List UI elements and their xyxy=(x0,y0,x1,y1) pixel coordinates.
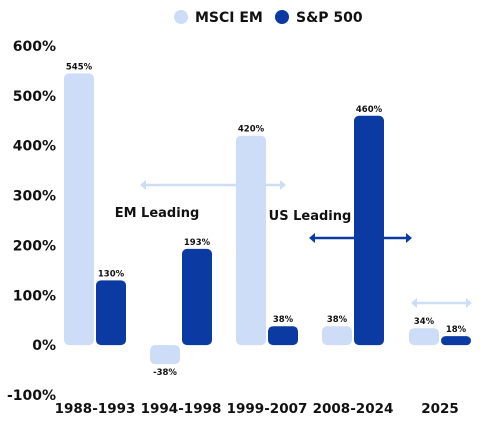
x-tick-label: 1988-1993 xyxy=(55,401,136,417)
data-label: 545% xyxy=(66,62,93,72)
bar-msci-em xyxy=(150,345,180,365)
bar-msci-em xyxy=(64,73,94,346)
value-labels: 545% -38% 420% 38% 34% 130% 193% 38% 460% 18% xyxy=(66,62,467,378)
arrow-head xyxy=(309,233,315,243)
us-leading-arrow xyxy=(309,233,412,243)
legend-swatch xyxy=(275,10,289,24)
arrow-head xyxy=(411,298,417,308)
data-label: 193% xyxy=(184,238,211,248)
data-label: -38% xyxy=(153,368,177,378)
x-tick-label: 1994-1998 xyxy=(141,401,222,417)
legend: MSCI EM S&P 500 xyxy=(174,10,363,26)
bars xyxy=(64,73,471,365)
x-axis: 1988-1993 1994-1998 1999-2007 2008-2024 2025 xyxy=(55,401,459,417)
data-label: 460% xyxy=(356,105,383,115)
legend-swatch xyxy=(174,10,188,24)
y-tick-label: 400% xyxy=(13,139,56,155)
x-tick-label: 2025 xyxy=(421,401,459,417)
y-tick-label: 100% xyxy=(13,288,56,304)
bar-msci-em xyxy=(236,135,266,346)
data-label: 130% xyxy=(98,269,125,279)
x-tick-label: 1999-2007 xyxy=(227,401,308,417)
bar-sp500 xyxy=(182,248,212,346)
y-axis: -100% 0% 100% 200% 300% 400% 500% 600% xyxy=(7,39,56,404)
arrow-head xyxy=(280,180,286,190)
y-tick-label: 300% xyxy=(13,189,56,205)
data-label: 420% xyxy=(238,125,265,135)
legend-label: S&P 500 xyxy=(296,10,363,26)
annotations: EM Leading US Leading xyxy=(115,180,472,308)
bar-sp500 xyxy=(268,326,298,346)
data-label: 38% xyxy=(273,315,294,325)
legend-label: MSCI EM xyxy=(195,10,263,26)
data-label: 18% xyxy=(446,325,467,335)
period-2025-arrow xyxy=(411,298,472,308)
y-tick-label: -100% xyxy=(7,388,56,404)
bar-sp500 xyxy=(441,336,471,346)
em-leading-label: EM Leading xyxy=(115,206,200,221)
arrow-head xyxy=(466,298,472,308)
data-label: 34% xyxy=(414,317,435,327)
y-tick-label: 200% xyxy=(13,238,56,254)
bar-msci-em xyxy=(322,326,352,346)
data-label: 38% xyxy=(327,315,348,325)
y-tick-label: 500% xyxy=(13,89,56,105)
bar-sp500 xyxy=(96,280,126,346)
y-tick-label: 600% xyxy=(13,39,56,55)
arrow-head xyxy=(140,180,146,190)
bar-msci-em xyxy=(409,328,439,346)
x-tick-label: 2008-2024 xyxy=(313,401,394,417)
bar-sp500 xyxy=(354,115,384,346)
y-tick-label: 0% xyxy=(32,338,56,354)
us-leading-label: US Leading xyxy=(269,209,352,224)
em-leading-arrow xyxy=(140,180,286,190)
arrow-head xyxy=(406,233,412,243)
